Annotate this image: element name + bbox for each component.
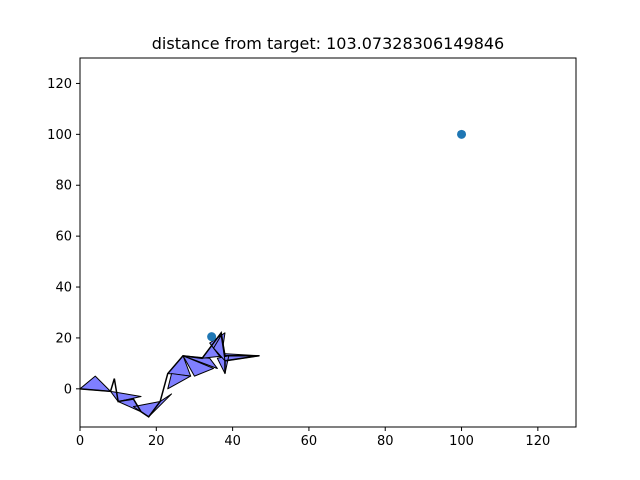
x-tick-label-3: 60 — [301, 434, 318, 449]
axes-frame — [79, 57, 577, 428]
y-tick-label-1: 20 — [55, 331, 72, 346]
y-tick-label-2: 40 — [55, 281, 72, 296]
x-tick-label-6: 120 — [525, 434, 550, 449]
axes: 0 20 40 60 80 100 120 0 20 40 60 80 100 120 — [47, 77, 550, 449]
x-tick-label-5: 100 — [449, 434, 474, 449]
x-tick-label-0: 0 — [76, 434, 84, 449]
x-tick-label-1: 20 — [148, 434, 165, 449]
y-tick-label-4: 80 — [55, 179, 72, 194]
y-tick-label-3: 60 — [55, 230, 72, 245]
scatter-point-0 — [457, 129, 467, 139]
shape-triangle-6 — [167, 373, 192, 390]
shape-triangle-7 — [182, 355, 215, 377]
scatter-point-1 — [207, 332, 217, 342]
plot-area — [80, 129, 467, 418]
y-tick-label-5: 100 — [47, 128, 72, 143]
y-tick-label-6: 120 — [47, 77, 72, 92]
y-tick-label-0: 0 — [64, 382, 72, 397]
chart-title: distance from target: 103.07328306149846 — [152, 34, 504, 53]
x-tick-label-2: 40 — [224, 434, 241, 449]
shape-outline — [80, 330, 260, 418]
x-tick-label-4: 80 — [377, 434, 394, 449]
